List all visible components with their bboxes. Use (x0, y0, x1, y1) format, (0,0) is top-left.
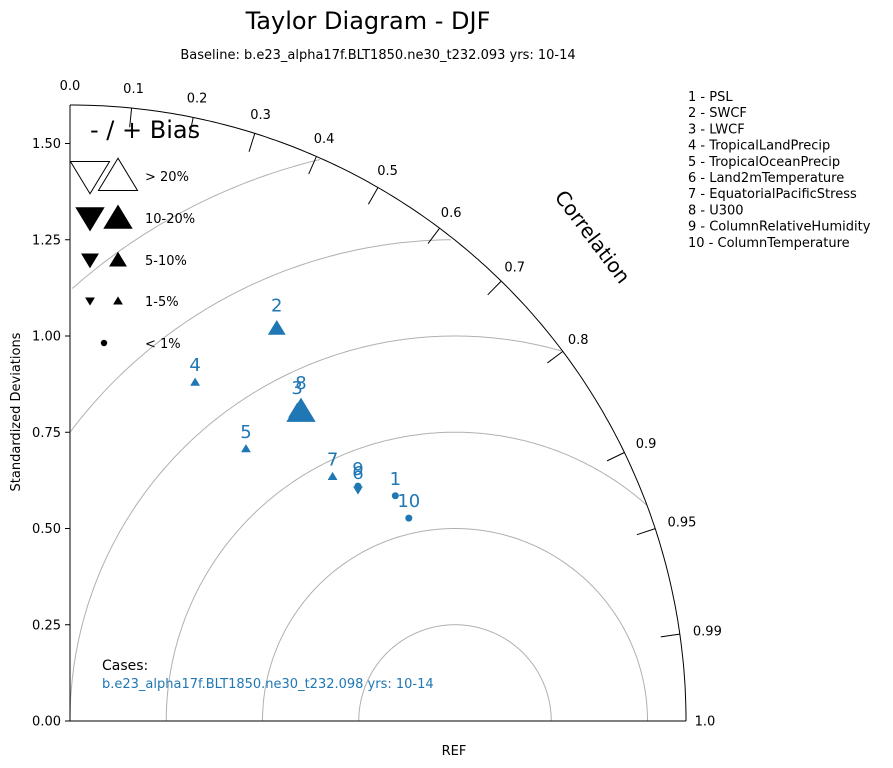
correlation-tick-label: 1.0 (695, 715, 716, 730)
data-point-marker (354, 482, 362, 490)
data-point-label: 4 (189, 355, 200, 376)
correlation-tick (487, 280, 502, 296)
data-point-label: 8 (295, 373, 306, 394)
variable-legend-item: 4 - TropicalLandPrecip (688, 139, 830, 154)
outer-arc (70, 104, 687, 721)
correlation-tick-label: 0.1 (123, 82, 144, 97)
correlation-tick-label: 0.8 (568, 333, 589, 348)
correlation-tick (636, 528, 656, 536)
bias-legend-label: 5-10% (145, 254, 187, 269)
correlation-tick-label: 0.6 (441, 206, 462, 221)
variable-legend-item: 5 - TropicalOceanPrecip (688, 155, 840, 170)
chart-title: Taylor Diagram - DJF (245, 7, 491, 35)
bias-legend-down-triangle (75, 207, 105, 232)
variable-legend-item: 8 - U300 (688, 203, 744, 218)
correlation-tick-label: 0.4 (314, 132, 335, 147)
data-point-marker (327, 471, 338, 481)
y-axis-label: Standardized Deviations (9, 332, 24, 491)
correlation-tick-label: 0.9 (636, 437, 657, 452)
x-axis-label: REF (442, 744, 467, 759)
data-points: 1 2 3 4 5 67 8 9 10 (189, 295, 420, 522)
y-tick-label: 1.50 (32, 137, 61, 152)
y-tick-label: 0.00 (32, 715, 61, 730)
data-point-marker (405, 514, 413, 522)
bias-legend-dot (100, 339, 108, 347)
correlation-tick-label: 0.7 (504, 260, 525, 275)
correlation-axis-label: Correlation (550, 186, 636, 289)
chart-subtitle: Baseline: b.e23_alpha17f.BLT1850.ne30_t2… (180, 48, 575, 63)
correlation-tick-label: 0.99 (693, 624, 722, 639)
correlation-tick-label: 0.0 (60, 79, 81, 94)
correlation-tick (308, 156, 317, 175)
correlation-tick (248, 133, 256, 152)
axes: 0.000.250.500.751.001.251.50 (32, 104, 687, 730)
bias-legend-down-triangle (85, 297, 95, 306)
correlation-tick (427, 227, 441, 244)
data-point-marker (391, 492, 399, 500)
variable-legend-item: 6 - Land2mTemperature (688, 171, 844, 186)
bias-legend: - / + Bias > 20% 10-20% 5-10% 1-5% < 1% (69, 116, 200, 352)
bias-legend-label: < 1% (145, 337, 181, 352)
bias-legend-label: 10-20% (145, 212, 195, 227)
correlation-tick (660, 633, 680, 638)
data-point-label: 2 (271, 295, 282, 316)
data-point-marker (190, 377, 201, 386)
bias-legend-up-triangle (109, 251, 127, 267)
correlation-tick-label: 0.5 (377, 164, 398, 179)
data-point-label: 1 (390, 469, 401, 490)
bias-legend-label: 1-5% (145, 295, 179, 310)
rmse-grid (69, 159, 648, 722)
rmse-circle (165, 431, 647, 721)
variable-legend-item: 7 - EquatorialPacificStress (688, 187, 857, 202)
bias-legend-up-triangle (103, 204, 133, 229)
correlation-tick (547, 350, 564, 364)
data-point-label: 10 (397, 491, 420, 512)
variable-legend-item: 2 - SWCF (688, 106, 747, 121)
variable-legend-item: 9 - ColumnRelativeHumidity (688, 220, 871, 235)
bias-legend-down-triangle (81, 253, 99, 269)
rmse-circle (69, 335, 562, 721)
data-point-label: 6 (352, 463, 363, 484)
correlation-tick (129, 108, 133, 128)
data-point-label: 9 (352, 459, 363, 480)
case-name: b.e23_alpha17f.BLT1850.ne30_t232.098 yrs… (102, 677, 434, 692)
y-tick-label: 1.25 (32, 233, 61, 248)
data-point-label: 7 (327, 450, 338, 471)
variable-legend-item: 10 - ColumnTemperature (688, 236, 850, 251)
rmse-circle (262, 528, 648, 721)
correlation-tick (188, 117, 194, 137)
cases-label: Cases: (102, 658, 148, 674)
correlation-tick-label: 0.95 (667, 516, 696, 531)
data-point-marker (241, 444, 251, 453)
bias-legend-label: > 20% (145, 170, 189, 185)
data-point-marker (286, 397, 316, 422)
bias-legend-up-triangle (113, 296, 123, 305)
bias-legend-down-triangle (69, 160, 111, 195)
y-tick-label: 0.25 (32, 618, 61, 633)
data-point-label: 5 (240, 422, 251, 443)
y-tick-label: 1.00 (32, 330, 61, 345)
variable-legend-item: 1 - PSL (688, 90, 733, 105)
rmse-circle (71, 159, 321, 289)
bias-legend-up-triangle (97, 157, 139, 192)
correlation-tick-label: 0.2 (187, 92, 208, 107)
y-tick-label: 0.75 (32, 426, 61, 441)
data-point-label: 3 (291, 378, 302, 399)
data-point-marker (267, 320, 286, 335)
rmse-circle (358, 624, 552, 722)
correlation-tick (367, 187, 379, 205)
variable-legend-item: 3 - LWCF (688, 122, 745, 137)
correlation-tick-label: 0.3 (250, 108, 271, 123)
correlation-ticks: 0.0 0.1 0.2 0.3 0.4 0.5 0.6 0.7 0.8 0.9 0.95 0.99 1.… (60, 79, 722, 730)
correlation-tick (606, 452, 625, 462)
rmse-circle (70, 239, 451, 432)
bias-legend-title: - / + Bias (90, 116, 200, 144)
y-tick-label: 0.50 (32, 522, 61, 537)
